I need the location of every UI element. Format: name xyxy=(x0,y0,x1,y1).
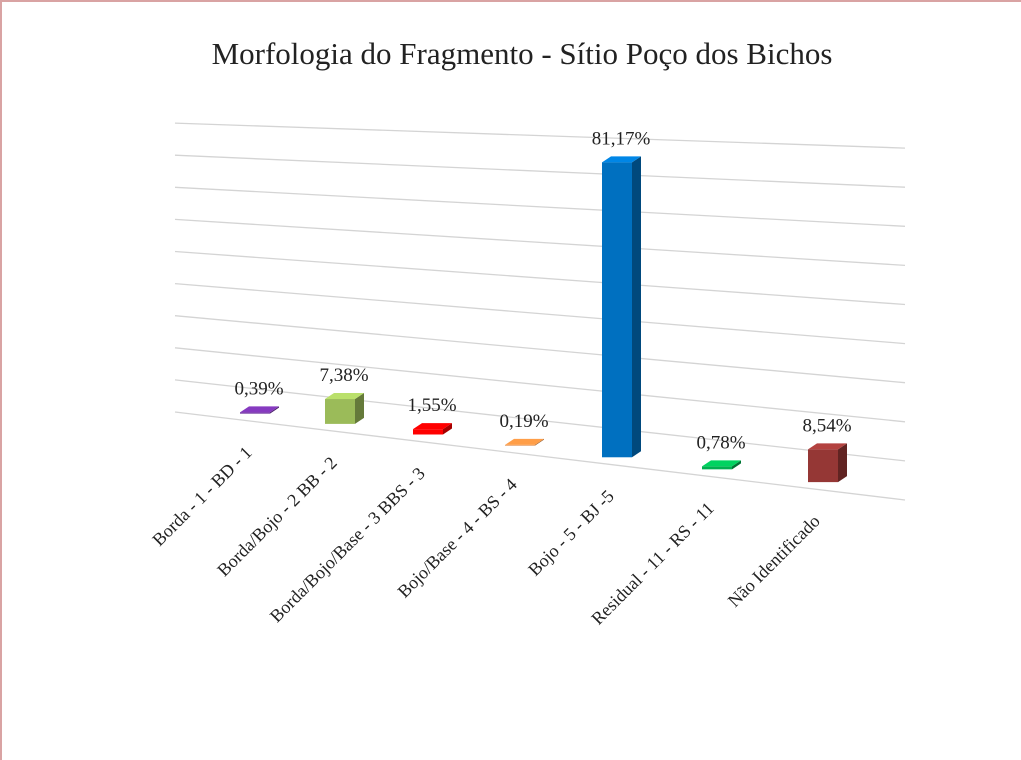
grid-line xyxy=(174,122,906,149)
bar-top xyxy=(325,393,364,400)
bar xyxy=(808,449,838,483)
bar-side xyxy=(732,460,741,470)
grid-line xyxy=(174,379,906,462)
grid-line xyxy=(174,218,906,267)
bar xyxy=(505,444,535,446)
bar-side xyxy=(535,438,544,446)
bar-top xyxy=(602,156,641,163)
bar-side xyxy=(838,443,847,483)
value-label: 0,39% xyxy=(234,378,283,399)
bar-top xyxy=(702,460,741,467)
value-label: 1,55% xyxy=(407,395,456,416)
bar xyxy=(240,412,270,414)
bar xyxy=(413,429,443,435)
bar-side xyxy=(632,156,641,458)
x-tick-label: Bojo - 5 - BJ -5 xyxy=(524,486,618,580)
value-label: 7,38% xyxy=(319,365,368,386)
grid-line xyxy=(174,282,906,345)
x-tick-label: Residual - 11 - RS - 11 xyxy=(587,498,718,629)
value-label: 8,54% xyxy=(802,415,851,436)
grid-line xyxy=(174,315,906,384)
bar-side xyxy=(355,393,364,424)
bar xyxy=(325,399,355,424)
chart-title: Morfologia do Fragmento - Sítio Poço dos… xyxy=(212,36,833,71)
x-tick-label: Não Identificado xyxy=(724,511,824,611)
value-label: 0,19% xyxy=(499,411,548,432)
bar-top xyxy=(808,443,847,450)
bar xyxy=(702,466,732,470)
bar-side xyxy=(270,406,279,414)
grid-line xyxy=(174,154,906,188)
bar-top xyxy=(505,438,544,445)
bar-side xyxy=(443,423,452,435)
bar-top xyxy=(413,423,452,430)
bar-top xyxy=(240,406,279,413)
x-tick-label: Borda - 1 - BD - 1 xyxy=(148,442,255,549)
grid-line xyxy=(174,411,906,501)
grid-line xyxy=(174,250,906,306)
value-label: 81,17% xyxy=(592,128,651,149)
bar xyxy=(602,162,632,458)
grid-line xyxy=(174,186,906,227)
value-label: 0,78% xyxy=(696,432,745,453)
grid-line xyxy=(174,347,906,423)
